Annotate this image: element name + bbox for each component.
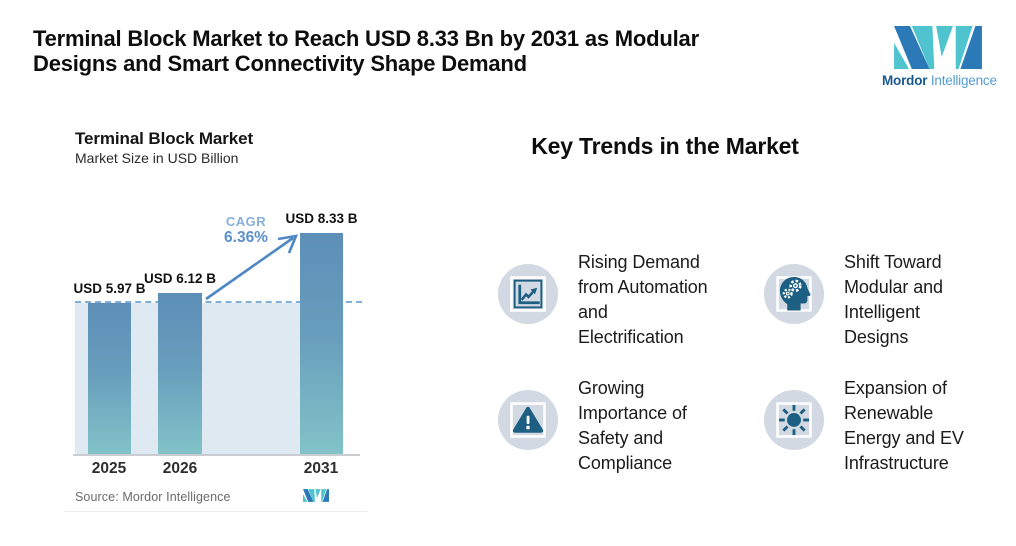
cagr-label: CAGR bbox=[225, 214, 267, 229]
source-mini-logo-icon bbox=[303, 489, 329, 502]
bar-value-label: USD 6.12 B bbox=[143, 271, 217, 286]
trend-item-renewable-ev: Expansion of Renewable Energy and EV Inf… bbox=[763, 376, 1016, 476]
trend-label: Growing Importance of Safety and Complia… bbox=[578, 378, 687, 473]
sun-icon bbox=[763, 389, 825, 451]
trend-label: Rising Demand from Automation and Electr… bbox=[578, 252, 708, 347]
trend-item-automation: Rising Demand from Automation and Electr… bbox=[497, 250, 763, 350]
bar-2025: USD 5.97 B bbox=[73, 281, 146, 455]
year-label: 2026 bbox=[162, 460, 198, 477]
brand-name: Mordor Intelligence bbox=[882, 73, 997, 88]
bar-chart-plot-area: USD 5.97 B USD 6.12 B USD 8.33 B CAGR 6.… bbox=[73, 210, 362, 477]
mordor-intelligence-logo: Mordor Intelligence bbox=[882, 26, 997, 88]
year-label: 2031 bbox=[303, 460, 339, 477]
bar-value-label: USD 8.33 B bbox=[285, 211, 358, 226]
cagr-value: 6.36% bbox=[224, 229, 268, 246]
trend-item-modular-designs: Shift Toward Modular and Intelligent Des… bbox=[763, 250, 1016, 350]
trends-heading: Key Trends in the Market bbox=[531, 133, 799, 159]
trend-item-safety-compliance: Growing Importance of Safety and Complia… bbox=[497, 376, 763, 476]
trend-label: Expansion of Renewable Energy and EV Inf… bbox=[844, 378, 964, 473]
page-title: Terminal Block Market to Reach USD 8.33 … bbox=[33, 26, 699, 76]
source-note: Source: Mordor Intelligence bbox=[75, 490, 231, 504]
warning-triangle-icon bbox=[497, 389, 559, 451]
bar-2026: USD 6.12 B bbox=[144, 271, 216, 455]
chart-subtitle: Market Size in USD Billion bbox=[75, 150, 239, 166]
bar-2031: USD 8.33 B bbox=[285, 211, 358, 455]
head-gears-icon bbox=[763, 263, 825, 325]
trends-grid: Rising Demand from Automation and Electr… bbox=[497, 250, 1016, 476]
trend-label: Shift Toward Modular and Intelligent Des… bbox=[844, 252, 943, 347]
year-label: 2025 bbox=[91, 460, 127, 477]
line-chart-icon bbox=[497, 263, 559, 325]
baseline-dashed-line bbox=[75, 301, 362, 303]
chart-bottom-divider bbox=[65, 511, 367, 512]
chart-title: Terminal Block Market bbox=[75, 129, 254, 148]
bar-value-label: USD 5.97 B bbox=[73, 281, 146, 296]
x-axis-line bbox=[73, 454, 360, 456]
cagr-annotation: CAGR 6.36% bbox=[209, 214, 283, 247]
mordor-logo-mark-icon bbox=[894, 26, 982, 69]
